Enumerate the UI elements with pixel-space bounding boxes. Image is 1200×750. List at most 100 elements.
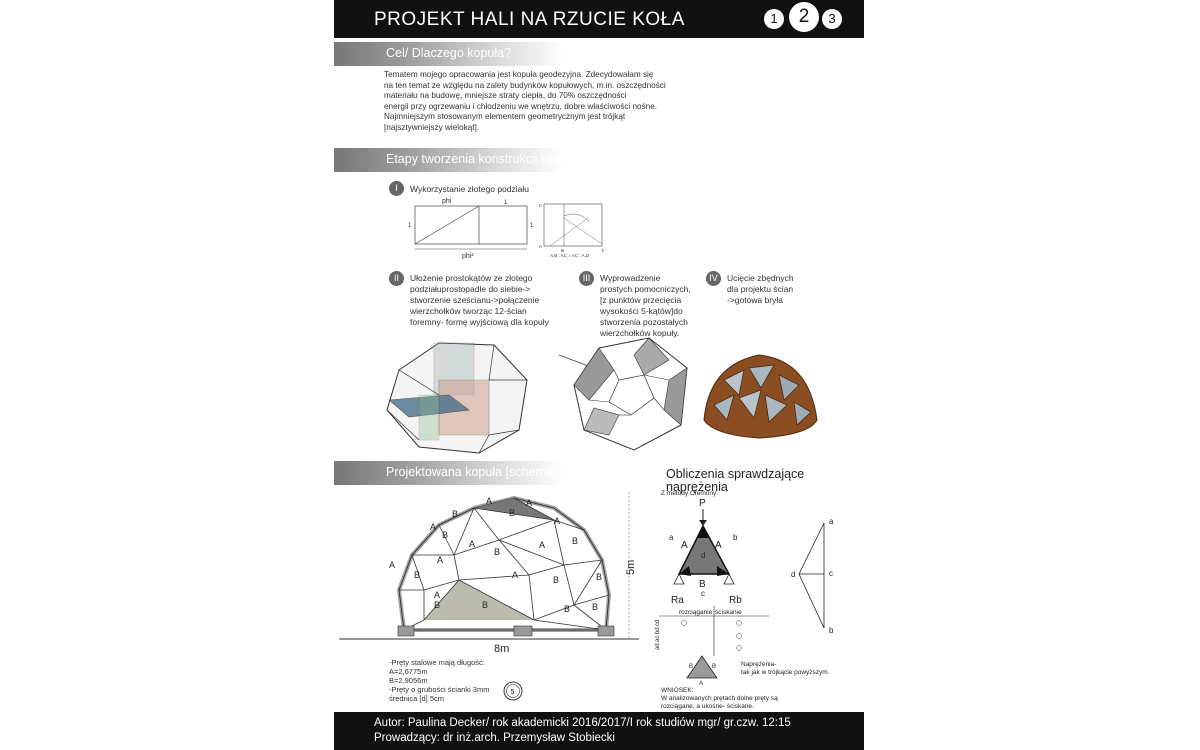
reaction-ra: Ra	[671, 595, 684, 606]
point-b: B	[561, 248, 564, 253]
section-dome-title: Projektowana kopuła [schemat]	[386, 465, 560, 479]
dome-width-label: 8m	[494, 643, 509, 655]
calc-title-line: Obliczenia sprawdzające	[666, 467, 805, 481]
step-1-text: Wykorzystanie złotego podziału	[410, 184, 529, 195]
label-a: A	[434, 590, 440, 600]
label-b: B	[592, 602, 598, 612]
note-line: -Pręty stalowe mają długość:	[389, 658, 485, 667]
small-triangle-b-right: B	[712, 664, 716, 670]
dome-notes: -Pręty stalowe mają długość: A=2,6775m B…	[389, 658, 489, 703]
step-line: podziałuprostopadle do siebie->	[410, 284, 531, 294]
label-a: A	[539, 540, 545, 550]
phi-label: phi	[442, 198, 452, 205]
stress-note-1: Naprężenia-	[741, 661, 776, 668]
footer-supervisor: Prowadzący: dr inż.arch. Przemysław Stob…	[374, 732, 615, 744]
footer-author: Autor: Paulina Decker/ rok akademicki 20…	[374, 717, 791, 729]
label-b: B	[434, 600, 440, 610]
label-b: B	[414, 570, 420, 580]
cremona-method: Z metody Cremony:	[661, 490, 718, 497]
step-line: Wyprowadzenie	[600, 273, 661, 283]
step-line: Ułożenie prostokątów ze złotego	[410, 273, 533, 283]
table-row-cd: cd	[655, 620, 661, 626]
step-line: Ucięcie zbędnych	[727, 273, 794, 283]
label-a: A	[554, 516, 560, 526]
force-label-d: d	[791, 570, 795, 579]
page-number-3[interactable]: 3	[822, 9, 842, 29]
force-label-c: c	[829, 569, 833, 578]
label-a: A	[512, 570, 518, 580]
step-line: wierzchołków kopuły.	[600, 328, 680, 338]
construction-diagonal	[549, 217, 589, 247]
stress-note-2: tak jak w trójkącie powyższym.	[741, 669, 830, 676]
conclusion-line: W analizowanych prętach dolne pręty są	[661, 695, 778, 702]
phi2-label: phi²	[462, 253, 474, 260]
tube-section-symbol: 5	[503, 681, 523, 701]
label-a: A	[389, 560, 395, 570]
goal-line: Najmniejszym stosowanym elementem geomet…	[384, 112, 626, 121]
goal-line: Tematem mojego opracowania jest kopuła g…	[384, 70, 654, 79]
point-c: C	[539, 203, 543, 208]
point-a: A	[539, 244, 542, 249]
step-number-4: IV	[706, 271, 721, 286]
table-row-ad: ad	[655, 643, 661, 650]
conclusion-title: WNIOSEK:	[661, 687, 694, 694]
one-label-left: 1	[408, 223, 412, 229]
note-line: średnica [d] 5cm	[389, 694, 445, 703]
golden-construction-square	[543, 203, 603, 247]
table-header-compression: ściskanie	[715, 609, 742, 616]
force-label-a: a	[829, 517, 834, 526]
cremona-diagram: Z metody Cremony: P A A B d a b c Ra Rb …	[655, 490, 834, 710]
step-line: dla projektu ścian	[727, 284, 794, 294]
table-header-tension: rozciąganie	[679, 609, 713, 616]
label-a: A	[437, 555, 443, 565]
goal-line: na ten temat ze względu na zalety budynk…	[384, 80, 666, 90]
label-a: A	[486, 496, 492, 506]
label-a: A	[526, 498, 532, 508]
golden-diagonal	[414, 205, 480, 245]
step-line: stworzenie sześcianu->połączenie	[410, 295, 540, 305]
step-line: Wykorzystanie złotego podziału	[410, 184, 529, 194]
page-number-2-current[interactable]: 2	[789, 2, 819, 32]
golden-ratio-diagram: phi 1 1 1 phi² C A B D A,B : AC = AC : A…	[408, 198, 604, 260]
label-a: A	[430, 522, 436, 532]
goal-line: [najsztywniejszy wielokąt].	[384, 122, 480, 132]
label-b: B	[564, 604, 570, 614]
step-2-text: Ułożenie prostokątów ze złotego podziału…	[410, 273, 549, 328]
page-title: PROJEKT HALI NA RZUCIE KOŁA	[374, 9, 685, 30]
tube-section-label: 5	[511, 689, 515, 696]
force-p: P	[699, 498, 706, 509]
triangle-label-b: B	[699, 579, 706, 590]
one-label-right: 1	[530, 223, 534, 229]
note-line: -Pręty o grubości ścianki 3mm	[389, 685, 490, 694]
header-bar: PROJEKT HALI NA RZUCIE KOŁA 1 2 3	[334, 0, 864, 38]
dome-height-label: 5m	[625, 560, 637, 575]
label-b: B	[452, 509, 458, 519]
section-stages-title: Etapy tworzenia konstrukcji kopuły	[386, 152, 578, 166]
goal-line: energii przy ogrzewaniu i chłodzeniu we …	[384, 101, 658, 111]
section-goal-title: Cel/ Dlaczego kopuła?	[386, 46, 512, 60]
golden-caption: A,B : AC = AC : A,D	[550, 253, 590, 258]
poster-page: PROJEKT HALI NA RZUCIE KOŁA 1 2 3 Cel/ D…	[334, 0, 864, 750]
section-dome-header: Projektowana kopuła [schemat]	[334, 461, 564, 485]
construction-arc	[563, 213, 590, 223]
label-b: B	[553, 575, 559, 585]
step-line: [z punktów przecięcia	[600, 295, 682, 305]
step-line: foremny- formę wyjściową dla kopuły	[410, 317, 549, 327]
goal-line: materiału na budowę, mniejsze straty cie…	[384, 91, 627, 100]
step-line: ->gotowa bryła	[727, 295, 783, 305]
label-b: B	[482, 600, 488, 610]
dome-schematic: A A B A B A B A A B A B A B A B A B B B …	[339, 492, 639, 655]
step-number-2: II	[389, 271, 404, 286]
label-b: B	[596, 572, 602, 582]
triangle-label-c: c	[701, 589, 705, 598]
note-line: B=2,9056m	[389, 676, 428, 685]
triangle-label-d: d	[701, 551, 705, 560]
point-d: D	[602, 248, 604, 253]
label-b: B	[494, 547, 500, 557]
page-number-1[interactable]: 1	[764, 9, 784, 29]
table-row-ac: ac	[655, 636, 661, 642]
section-stages-header: Etapy tworzenia konstrukcji kopuły	[334, 148, 577, 172]
construction-diagonal	[563, 217, 603, 245]
golden-rectangle	[414, 205, 528, 245]
small-triangle-a: A	[699, 681, 703, 687]
